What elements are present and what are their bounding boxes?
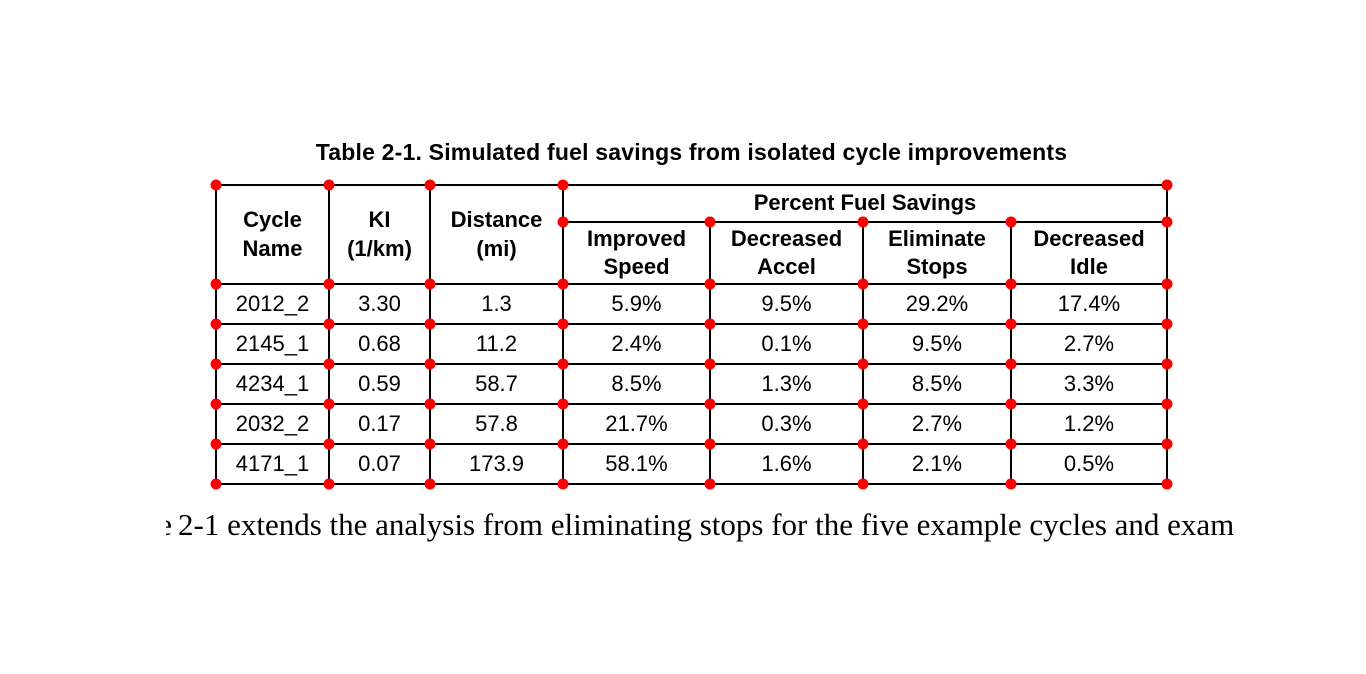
table-cell: 17.4% [1012,285,1166,325]
table-cell: 2032_2 [217,405,330,445]
table-cell: 1.2% [1012,405,1166,445]
table-cell: 3.30 [330,285,431,325]
table-cell: 0.5% [1063,450,1115,476]
table-cell: 0.07 [330,445,431,483]
fuel-savings-table: Cycle Name KI (1/km) Distance (mi) Perce… [210,179,1173,490]
table-cell: 3.3% [1012,365,1166,405]
table-cell: 8.5% [864,365,1012,405]
table-cell: 57.8 [431,405,564,445]
table-cell: 0.3% [711,405,864,445]
table-cell: 1.6% [711,445,864,483]
col-header-cycle-name: Cycle Name [217,186,330,285]
table-cell: 58.1% [564,445,711,483]
table-cell: 5.9% [564,285,711,325]
table-cell: 1.3% [711,365,864,405]
col-group-header-percent-fuel-savings: Percent Fuel Savings [564,186,1166,223]
table-cell: 0.17 [330,405,431,445]
table-cell: 173.9 [431,445,564,483]
table-cell: 2.7% [1012,325,1166,365]
table-cell: 11.2 [431,325,564,365]
table-cell: 4234_1 [217,365,330,405]
col-header-improved-speed: Improved Speed [564,223,711,285]
table-cell: 8.5% [564,365,711,405]
table-cell: 9.5% [711,285,864,325]
table-cell: 2.7% [864,405,1012,445]
table-cell: 2.4% [564,325,711,365]
table-cell: 21.7% [564,405,711,445]
table-cell: 9.5% [864,325,1012,365]
col-header-ki: KI (1/km) [330,186,431,285]
clipped-char: e [166,507,172,543]
col-header-decreased-accel: Decreased Accel [711,223,864,285]
col-header-eliminate-stops: Eliminate Stops [864,223,1012,285]
table-cell: 4171_1 [217,445,330,483]
table-cell: 0.1% [711,325,864,365]
table-cell: 1.3 [431,285,564,325]
table-cell: 0.68 [330,325,431,365]
table-caption: Table 2-1. Simulated fuel savings from i… [315,139,1068,165]
table-cell: 2012_2 [217,285,330,325]
table-cell: 2145_1 [217,325,330,365]
table-cell: 0.59 [330,365,431,405]
table-cell: 58.7 [431,365,564,405]
table-cell: 29.2% [864,285,1012,325]
table-cell: 2.1% [864,445,1012,483]
body-paragraph-text: 2-1 extends the analysis from eliminatin… [178,507,1235,542]
col-header-distance: Distance (mi) [431,186,564,285]
col-header-decreased-idle: Decreased Idle [1012,223,1166,285]
body-paragraph: e2-1 extends the analysis from eliminati… [166,507,1234,543]
